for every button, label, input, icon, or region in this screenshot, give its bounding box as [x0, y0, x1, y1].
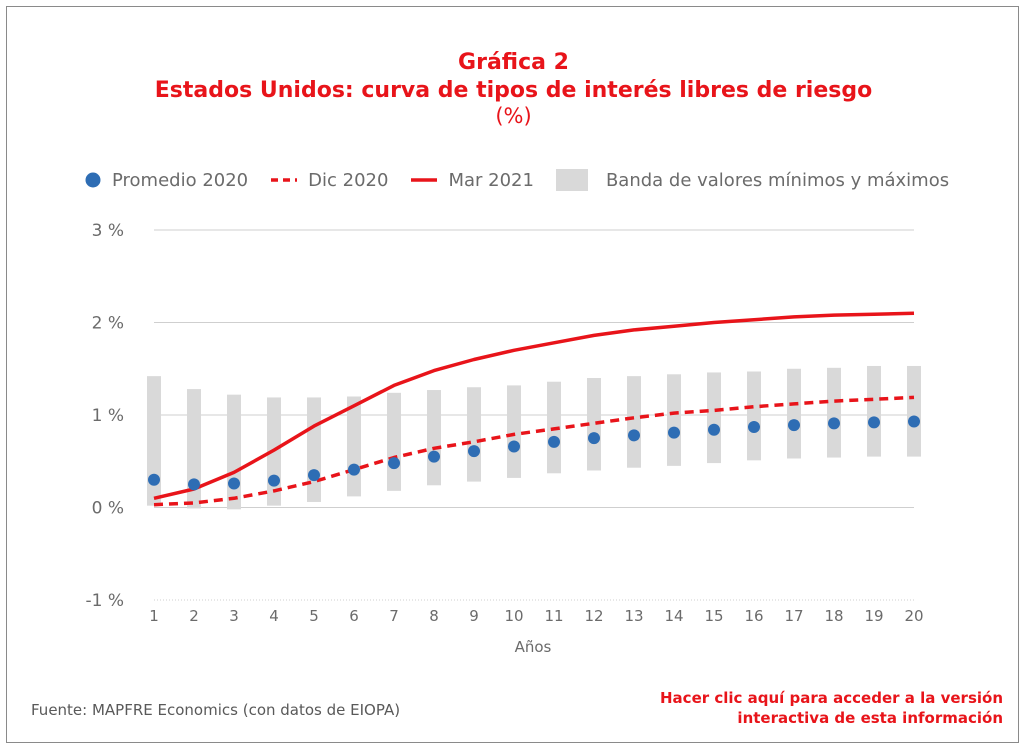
promedio-point: [588, 432, 600, 445]
band-bar: [187, 389, 201, 509]
interactive-version-link[interactable]: Hacer clic aquí para acceder a la versió…: [660, 688, 1003, 728]
legend-item-dic: Dic 2020: [270, 170, 388, 191]
band-bar: [427, 390, 441, 486]
x-tick-label: 3: [229, 607, 239, 625]
band-bar: [667, 374, 681, 466]
legend-dot-icon: [85, 172, 101, 188]
y-tick-label: -1 %: [85, 591, 124, 611]
promedio-point: [708, 423, 720, 436]
promedio-point: [868, 416, 880, 429]
link-line-1[interactable]: Hacer clic aquí para acceder a la versió…: [660, 689, 1003, 707]
band-bar: [787, 368, 801, 459]
legend-item-band: Banda de valores mínimos y máximos: [555, 169, 950, 191]
promedio-point: [668, 426, 680, 439]
promedio-point: [388, 457, 400, 470]
band-bar: [707, 372, 721, 464]
series-line-dic-2020: [153, 395, 915, 507]
band-bar: [827, 367, 841, 458]
band-bar: [507, 385, 521, 478]
band-bar: [227, 394, 241, 510]
promedio-point: [508, 440, 520, 453]
band-bar: [467, 387, 481, 482]
promedio-point: [148, 473, 160, 486]
legend: Promedio 2020 Dic 2020 Mar 2021 Banda de…: [84, 166, 971, 194]
promedio-point: [308, 469, 320, 482]
legend-label-dic: Dic 2020: [308, 169, 389, 191]
band-bar: [627, 376, 641, 468]
x-tick-label: 2: [189, 607, 199, 625]
promedio-point: [908, 415, 920, 428]
promedio-point: [228, 477, 240, 490]
x-tick-label: 5: [309, 607, 319, 625]
chart-frame: [6, 6, 1019, 743]
promedio-point: [748, 421, 760, 434]
band-bar: [307, 397, 321, 502]
legend-item-promedio: Promedio 2020: [84, 170, 248, 191]
x-tick-label: 15: [704, 607, 723, 625]
band-bar: [387, 392, 401, 491]
x-axis-label: Años: [515, 638, 552, 656]
y-tick-label: 2 %: [92, 314, 124, 334]
promedio-point: [828, 417, 840, 430]
band-bar: [147, 376, 161, 506]
x-tick-label: 1: [149, 607, 159, 625]
x-tick-label: 9: [469, 607, 479, 625]
promedio-point: [188, 478, 200, 491]
x-tick-label: 20: [904, 607, 923, 625]
link-line-2[interactable]: interactiva de esta información: [737, 709, 1003, 727]
promedio-point: [468, 445, 480, 458]
x-tick-label: 17: [784, 607, 803, 625]
band-bar: [347, 396, 361, 497]
x-tick-label: 8: [429, 607, 439, 625]
band-bar: [867, 365, 881, 457]
band-bar: [587, 378, 601, 471]
x-tick-label: 11: [544, 607, 563, 625]
x-tick-label: 4: [269, 607, 279, 625]
legend-label-mar: Mar 2021: [448, 169, 534, 191]
promedio-point: [428, 450, 440, 463]
x-tick-label: 19: [864, 607, 883, 625]
chart-subtitle: Estados Unidos: curva de tipos de interé…: [154, 78, 873, 103]
x-tick-label: 14: [664, 607, 683, 625]
legend-solid-line-icon: [411, 178, 438, 182]
promedio-point: [548, 435, 560, 448]
legend-item-mar: Mar 2021: [410, 170, 534, 191]
band-bar: [907, 365, 921, 457]
y-tick-label: 0 %: [92, 499, 124, 519]
x-tick-label: 10: [504, 607, 523, 625]
series-line-mar-2021: [153, 311, 915, 501]
promedio-point: [628, 429, 640, 442]
chart-title: Gráfica 2: [458, 50, 569, 75]
y-tick-label: 1 %: [92, 406, 124, 426]
x-tick-label: 6: [349, 607, 359, 625]
x-tick-label: 13: [624, 607, 643, 625]
source-note: Fuente: MAPFRE Economics (con datos de E…: [31, 701, 401, 719]
promedio-point: [348, 463, 360, 476]
legend-label-band: Banda de valores mínimos y máximos: [605, 169, 950, 191]
promedio-point: [268, 474, 280, 487]
legend-label-promedio: Promedio 2020: [112, 169, 249, 191]
x-tick-label: 18: [824, 607, 843, 625]
x-tick-label: 16: [744, 607, 763, 625]
band-bar: [747, 371, 761, 461]
promedio-point: [788, 419, 800, 432]
chart-unit: (%): [495, 104, 532, 128]
x-tick-label: 7: [389, 607, 399, 625]
x-tick-label: 12: [584, 607, 603, 625]
legend-band-icon: [555, 169, 588, 191]
legend-dashed-line-icon: [271, 178, 298, 182]
y-tick-label: 3 %: [92, 221, 124, 241]
